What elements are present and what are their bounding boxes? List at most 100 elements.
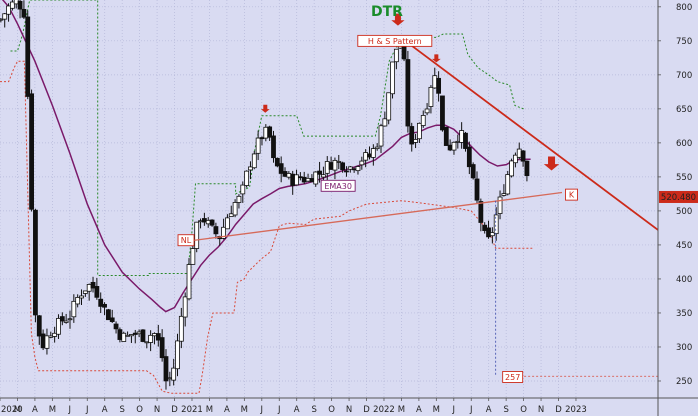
x-tick-label: A — [294, 405, 300, 415]
candle-body — [132, 332, 138, 335]
candle-body — [447, 144, 453, 151]
neckline — [184, 191, 563, 243]
x-tick-label: M — [241, 405, 248, 415]
candle-body — [90, 281, 96, 289]
candle-body — [102, 303, 107, 308]
candle-body — [386, 92, 392, 121]
x-tick-label: N — [538, 405, 544, 415]
trend-lines — [184, 35, 659, 377]
candle-body — [144, 341, 150, 344]
x-tick-label: M — [49, 405, 56, 415]
candle-body — [209, 219, 215, 226]
candle-body — [455, 140, 461, 143]
x-tick-label: 2021 — [181, 405, 203, 415]
k-label: K — [569, 191, 575, 200]
x-tick-label: N — [154, 405, 160, 415]
candle-body — [136, 331, 142, 335]
candle-body — [436, 77, 442, 94]
candle-body — [328, 162, 334, 170]
candle-body — [29, 93, 34, 210]
y-tick-label: 700 — [676, 71, 692, 81]
last-price-tag — [659, 190, 698, 203]
candle-body — [463, 132, 468, 149]
candle-body — [486, 227, 491, 238]
candle-body — [198, 220, 203, 223]
candle-body — [474, 178, 480, 201]
breakdown-arrow-icon — [543, 156, 560, 171]
candle-body — [478, 201, 484, 223]
candle-body — [125, 334, 130, 337]
y-tick-label: 600 — [676, 139, 692, 149]
candle-body — [482, 224, 488, 231]
candle-body — [221, 226, 226, 239]
x-tick-label: 2022 — [373, 405, 395, 415]
candle-body — [40, 333, 46, 349]
candle-body — [152, 333, 157, 337]
chart-title: DTR — [371, 4, 403, 20]
x-tick-label: 2023 — [565, 405, 587, 415]
candle-body — [163, 356, 169, 382]
candle-body — [6, 5, 11, 15]
candle-body — [167, 377, 173, 380]
x-tick-label: J — [68, 405, 72, 415]
y-tick-label: 750 — [676, 37, 692, 47]
candle-body — [94, 286, 100, 298]
candle-body — [409, 126, 415, 145]
y-tick-label: 650 — [676, 105, 692, 115]
x-tick-label: J — [85, 405, 89, 415]
candle-body — [370, 148, 376, 158]
candle-body — [240, 184, 246, 195]
candle-body — [301, 176, 307, 183]
x-tick-label: J — [277, 405, 281, 415]
y-tick-label: 550 — [676, 173, 692, 183]
candle-body — [56, 318, 61, 335]
candle-body — [159, 337, 165, 359]
low-257-label: 257 — [505, 373, 520, 382]
candle-body — [324, 161, 330, 174]
right-shoulder-arrow-icon — [431, 54, 441, 63]
candle-body — [201, 218, 207, 223]
x-tick-label: O — [136, 405, 143, 415]
candle-body — [67, 318, 73, 321]
candle-body — [0, 18, 4, 21]
candle-body — [71, 300, 77, 318]
candle-body — [344, 170, 349, 173]
x-tick-label: O — [328, 405, 335, 415]
last-price-label: 520.480 — [661, 193, 696, 203]
x-tick-label: A — [416, 405, 422, 415]
candle-body — [255, 137, 261, 154]
candle-body — [17, 0, 23, 10]
candle-body — [121, 332, 127, 342]
x-tick-label: J — [260, 405, 264, 415]
x-tick-label: S — [311, 405, 316, 415]
candle-body — [417, 122, 422, 140]
candle-body — [340, 162, 346, 170]
candle-body — [274, 157, 280, 167]
candle-body — [98, 298, 104, 307]
candle-body — [432, 75, 438, 89]
candle-body — [13, 0, 19, 5]
candle-body — [36, 315, 42, 337]
candle-body — [194, 221, 200, 249]
candle-body — [382, 118, 388, 127]
candle-body — [79, 295, 84, 299]
x-tick-label: D — [171, 405, 178, 415]
candle-body — [244, 170, 250, 186]
candle-body — [155, 333, 161, 341]
ema30-label-box — [320, 179, 356, 192]
lower-channel-line — [0, 60, 533, 394]
candle-body — [263, 126, 269, 139]
left-shoulder-arrow-icon — [260, 104, 270, 113]
candle-body — [363, 152, 369, 161]
channel-lines — [0, 0, 533, 394]
candle-body — [505, 174, 511, 195]
candles — [0, 0, 530, 390]
candle-body — [294, 174, 299, 186]
candle-body — [213, 226, 219, 235]
candle-body — [321, 174, 326, 178]
candle-body — [286, 173, 292, 178]
y-tick-label: 350 — [676, 309, 692, 319]
candle-body — [393, 48, 399, 63]
x-tick-label: D — [363, 405, 370, 415]
